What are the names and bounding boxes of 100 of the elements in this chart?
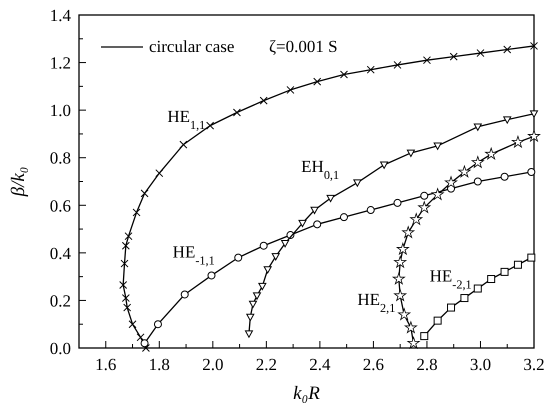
point xyxy=(380,162,388,169)
x-tick-label: 1.6 xyxy=(95,355,116,374)
point xyxy=(123,304,132,312)
point xyxy=(472,156,484,168)
point xyxy=(207,271,216,280)
point xyxy=(392,272,405,284)
point xyxy=(487,275,496,284)
point xyxy=(366,66,375,74)
point xyxy=(140,189,149,198)
x-tick-label: 2.4 xyxy=(309,355,332,374)
point xyxy=(432,188,444,200)
point xyxy=(260,242,268,250)
point xyxy=(272,253,280,260)
point xyxy=(298,220,306,228)
point xyxy=(394,60,402,69)
x-tick-label: 2.0 xyxy=(202,355,224,374)
series-label: HE$_{1,1}$ xyxy=(167,107,206,132)
point xyxy=(474,178,482,186)
series-label: HE$_{2,1}$ xyxy=(357,290,396,316)
point xyxy=(418,201,430,213)
point xyxy=(326,194,335,202)
y-tick-label: 1.2 xyxy=(50,54,71,73)
point xyxy=(155,169,164,178)
point xyxy=(404,321,417,334)
point xyxy=(124,232,133,240)
point xyxy=(244,330,253,338)
point xyxy=(406,150,415,157)
x-axis-title: k₀R xyxy=(293,383,320,404)
point xyxy=(474,123,482,131)
point xyxy=(420,192,428,200)
point xyxy=(154,320,162,328)
point xyxy=(122,294,130,302)
y-tick-label: 1.0 xyxy=(50,101,71,120)
point xyxy=(119,280,128,289)
point xyxy=(281,240,290,248)
point xyxy=(310,206,319,214)
y-tick-label: 0.6 xyxy=(50,196,71,216)
y-axis-title: β/k₀ xyxy=(8,166,29,198)
point xyxy=(136,333,145,342)
y-tick-label: 0.2 xyxy=(50,291,71,310)
point xyxy=(398,308,410,320)
y-tick-label: 0.8 xyxy=(50,148,71,168)
y-tick-label: 0.0 xyxy=(50,339,71,358)
point xyxy=(458,166,470,178)
y-tick-label: 1.4 xyxy=(50,6,72,25)
point xyxy=(528,130,540,142)
point xyxy=(394,256,406,268)
point xyxy=(232,108,241,117)
point xyxy=(340,70,348,78)
x-tick-label: 2.8 xyxy=(416,355,438,374)
point xyxy=(474,284,482,293)
point xyxy=(234,254,242,262)
point xyxy=(410,213,422,225)
point xyxy=(394,289,406,301)
series-label: HE$_{-1,1}$ xyxy=(172,242,215,268)
point xyxy=(527,168,536,176)
point xyxy=(122,242,130,250)
point xyxy=(434,316,442,325)
point xyxy=(527,254,536,262)
point xyxy=(500,172,509,181)
point xyxy=(258,282,266,290)
y-tick-label: 0.4 xyxy=(50,244,72,263)
series-label: HE$_{-2,1}$ xyxy=(430,266,472,292)
point xyxy=(503,45,512,54)
point xyxy=(514,260,522,269)
point xyxy=(180,290,189,298)
point xyxy=(246,314,254,322)
point xyxy=(485,148,498,160)
annotation: ζ=0.001 S xyxy=(269,37,338,56)
point xyxy=(128,320,137,328)
point xyxy=(500,268,509,276)
point xyxy=(313,220,322,228)
point xyxy=(396,242,409,255)
point xyxy=(353,179,362,187)
point xyxy=(140,339,149,348)
point xyxy=(434,142,442,150)
point xyxy=(460,294,468,302)
point xyxy=(120,260,128,268)
point xyxy=(264,266,272,274)
point xyxy=(206,122,214,130)
point xyxy=(179,140,188,149)
point xyxy=(340,213,348,222)
point xyxy=(313,78,322,86)
point xyxy=(450,52,458,61)
point xyxy=(366,206,375,214)
series-label: EH$_{0,1}$ xyxy=(301,156,340,182)
point xyxy=(402,226,414,238)
x-tick-label: 3.2 xyxy=(523,355,545,374)
point xyxy=(394,198,402,207)
point xyxy=(444,176,458,188)
point xyxy=(530,110,538,118)
point xyxy=(407,336,420,348)
point xyxy=(132,208,141,216)
point xyxy=(420,332,428,340)
point xyxy=(286,86,294,94)
point xyxy=(252,292,261,300)
legend-title: circular case xyxy=(149,37,234,56)
point xyxy=(476,49,484,58)
x-tick-label: 3.0 xyxy=(470,355,492,374)
x-tick-label: 1.8 xyxy=(148,355,170,374)
